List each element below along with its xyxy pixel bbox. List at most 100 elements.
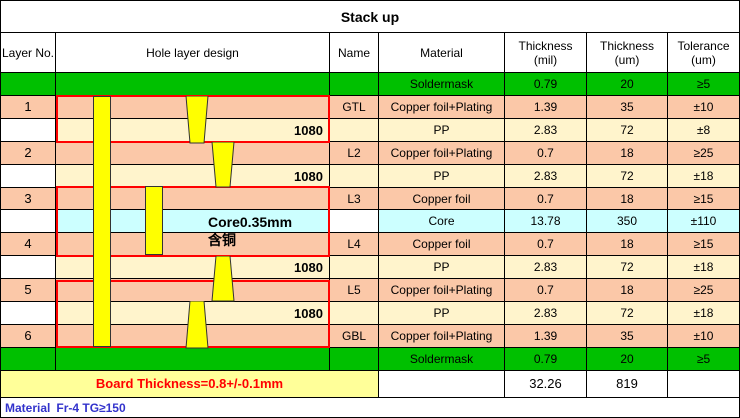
layer-no-cell <box>0 165 56 188</box>
layer-no-cell: 4 <box>0 233 56 256</box>
layer-name-cell: L3 <box>330 188 379 210</box>
thickness-mil-cell: 2.83 <box>505 256 587 279</box>
tolerance-cell: ≥25 <box>668 279 740 302</box>
layer-name-cell <box>330 165 379 188</box>
material-cell: Core <box>379 210 505 233</box>
layer-name-cell: L4 <box>330 233 379 256</box>
total-thickness-mil: 32.26 <box>505 371 587 398</box>
material-label: Material <box>5 400 51 415</box>
material-cell: Copper foil <box>379 188 505 210</box>
buried-via <box>145 186 163 255</box>
pp-note: 1080 <box>294 260 323 275</box>
thickness-mil-cell: 13.78 <box>505 210 587 233</box>
thickness-um-cell: 18 <box>587 142 668 165</box>
thickness-um-cell: 18 <box>587 233 668 256</box>
material-value: Fr-4 TG≥150 <box>56 400 126 415</box>
thickness-um-cell: 18 <box>587 188 668 210</box>
total-thickness-um: 819 <box>587 371 668 398</box>
pp-note: 1080 <box>294 169 323 184</box>
tolerance-cell: ≥15 <box>668 233 740 256</box>
thickness-mil-cell: 0.79 <box>505 348 587 371</box>
material-cell: PP <box>379 256 505 279</box>
layer-no-cell: 3 <box>0 188 56 210</box>
layer-name-cell: L5 <box>330 279 379 302</box>
layer-no-cell <box>0 302 56 325</box>
thickness-um-cell: 72 <box>587 165 668 188</box>
footer-tolerance-empty <box>668 371 740 398</box>
header-thickness-mil: Thickness (mil) <box>505 33 587 73</box>
thickness-um-cell: 72 <box>587 302 668 325</box>
tolerance-cell: ±18 <box>668 302 740 325</box>
material-cell: Soldermask <box>379 348 505 371</box>
thickness-um-cell: 72 <box>587 119 668 142</box>
tolerance-cell: ±18 <box>668 165 740 188</box>
hole-design-cell <box>56 348 330 371</box>
thickness-um-cell: 18 <box>587 279 668 302</box>
material-cell: Copper foil+Plating <box>379 142 505 165</box>
blind-via-top-1 <box>185 96 209 144</box>
thickness-um-cell: 20 <box>587 348 668 371</box>
tolerance-cell: ≥5 <box>668 73 740 96</box>
tolerance-cell: ±18 <box>668 256 740 279</box>
thickness-mil-cell: 2.83 <box>505 302 587 325</box>
layer-no-cell: 1 <box>0 96 56 119</box>
material-cell: PP <box>379 302 505 325</box>
material-cell: PP <box>379 165 505 188</box>
thickness-mil-cell: 1.39 <box>505 96 587 119</box>
material-cell: Copper foil <box>379 233 505 256</box>
pp-note: 1080 <box>294 123 323 138</box>
hole-design-cell <box>56 73 330 96</box>
header-thickness-um: Thickness (um) <box>587 33 668 73</box>
header-name: Name <box>330 33 379 73</box>
blind-via-bottom-1 <box>211 256 235 302</box>
header-tolerance-um: Tolerance (um) <box>668 33 740 73</box>
thickness-mil-cell: 2.83 <box>505 165 587 188</box>
thickness-um-cell: 35 <box>587 325 668 348</box>
layer-name-cell: GBL <box>330 325 379 348</box>
blind-via-bottom-2 <box>185 301 209 349</box>
layer-no-cell <box>0 119 56 142</box>
layer-no-cell: 5 <box>0 279 56 302</box>
thickness-mil-cell: 2.83 <box>505 119 587 142</box>
tolerance-cell: ±10 <box>668 325 740 348</box>
thickness-um-cell: 350 <box>587 210 668 233</box>
tolerance-cell: ≥15 <box>668 188 740 210</box>
core-note: Core0.35mm含铜 <box>208 214 293 248</box>
layer-name-cell <box>330 210 379 233</box>
material-cell: PP <box>379 119 505 142</box>
pp-note: 1080 <box>294 306 323 321</box>
tolerance-cell: ≥25 <box>668 142 740 165</box>
table-title: Stack up <box>0 0 740 33</box>
layer-name-cell: GTL <box>330 96 379 119</box>
thickness-mil-cell: 0.79 <box>505 73 587 96</box>
material-cell: Copper foil+Plating <box>379 279 505 302</box>
material-line: Material Fr-4 TG≥150 <box>0 398 740 418</box>
layer-no-cell: 6 <box>0 325 56 348</box>
layer-no-cell <box>0 348 56 371</box>
hole-design-cell <box>56 256 330 279</box>
blind-via-top-2 <box>211 142 235 188</box>
thickness-um-cell: 72 <box>587 256 668 279</box>
material-cell: Copper foil+Plating <box>379 325 505 348</box>
layer-no-cell <box>0 73 56 96</box>
tolerance-cell: ≥5 <box>668 348 740 371</box>
layer-name-cell <box>330 302 379 325</box>
board-thickness: Board Thickness=0.8+/-0.1mm <box>0 371 379 398</box>
thickness-mil-cell: 1.39 <box>505 325 587 348</box>
layer-no-cell: 2 <box>0 142 56 165</box>
header-layer-no: Layer No. <box>0 33 56 73</box>
thickness-um-cell: 20 <box>587 73 668 96</box>
layer-no-cell <box>0 210 56 233</box>
footer-material-empty <box>379 371 505 398</box>
tolerance-cell: ±8 <box>668 119 740 142</box>
thickness-mil-cell: 0.7 <box>505 142 587 165</box>
tolerance-cell: ±110 <box>668 210 740 233</box>
material-cell: Soldermask <box>379 73 505 96</box>
material-cell: Copper foil+Plating <box>379 96 505 119</box>
thickness-mil-cell: 0.7 <box>505 233 587 256</box>
header-material: Material <box>379 33 505 73</box>
layer-name-cell: L2 <box>330 142 379 165</box>
thickness-um-cell: 35 <box>587 96 668 119</box>
layer-name-cell <box>330 348 379 371</box>
thickness-mil-cell: 0.7 <box>505 279 587 302</box>
